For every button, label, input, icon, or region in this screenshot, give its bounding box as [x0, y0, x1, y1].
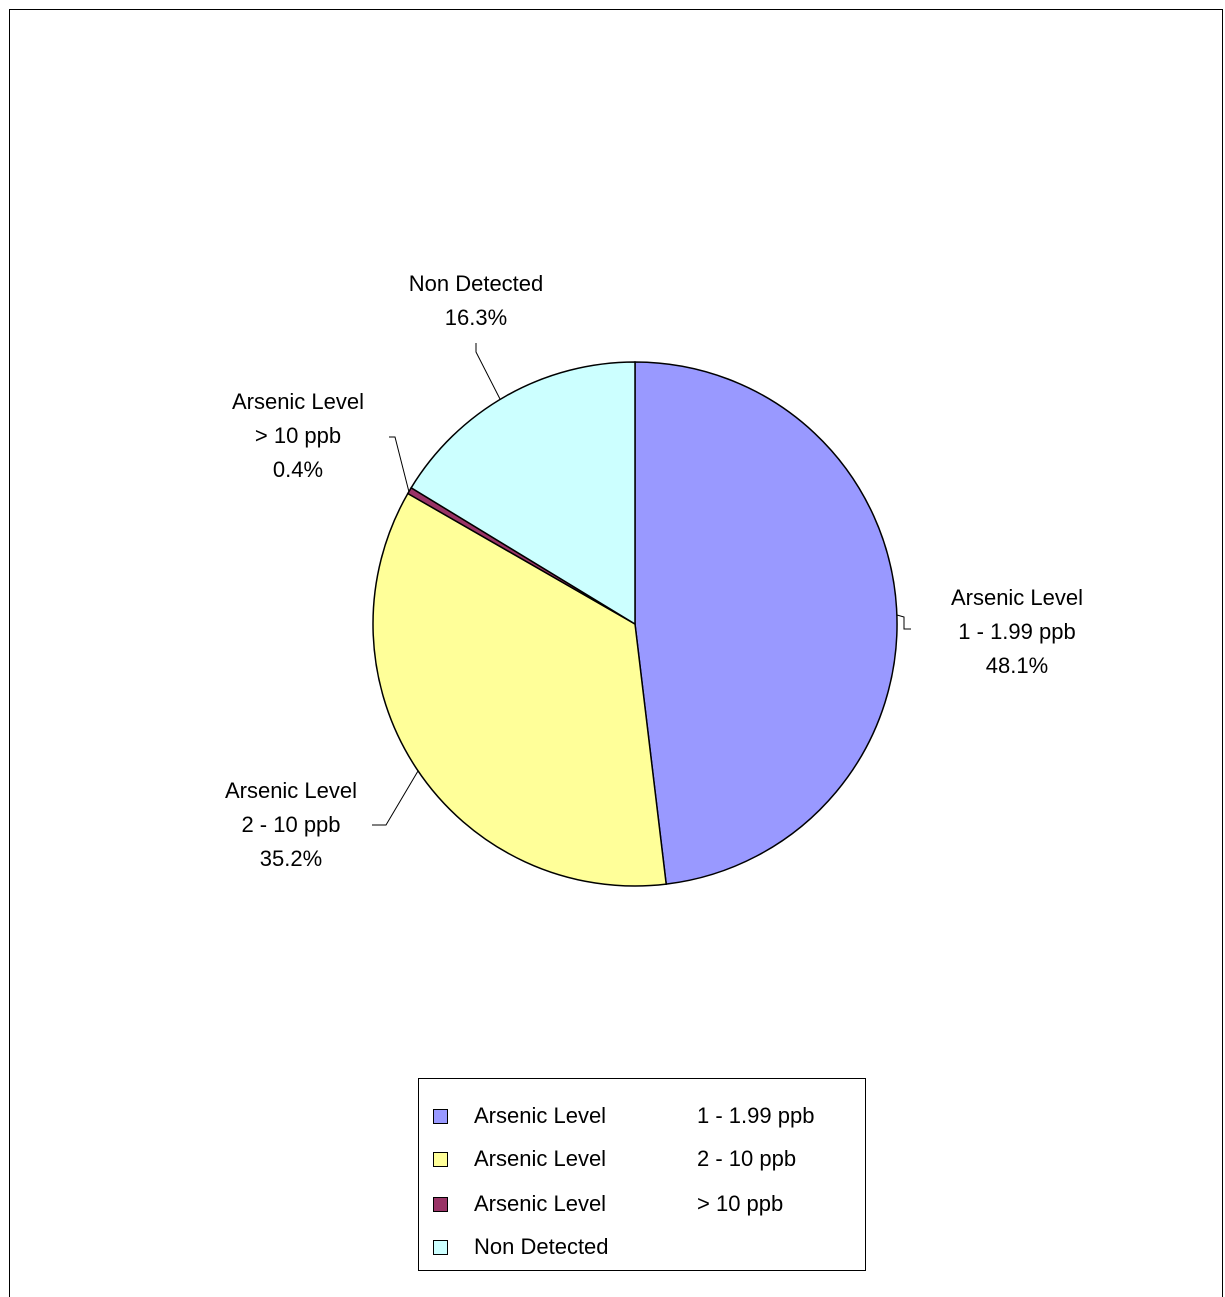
leader-line-3: [389, 436, 410, 493]
chart-frame: [9, 9, 1223, 1297]
legend-entry-name: Arsenic Level: [474, 1191, 607, 1216]
legend-swatch-icon: [433, 1239, 448, 1255]
legend-entry-range: > 10 ppb: [697, 1191, 784, 1216]
leader-line-1: [896, 614, 911, 630]
chart-legend: Arsenic Level 1 - 1.99 ppb Arsenic Level…: [418, 1078, 866, 1271]
pie-slice-1: [634, 361, 898, 885]
legend-swatch-icon: [433, 1196, 448, 1212]
pie-slice-2: [372, 492, 668, 887]
slice-label-4-percent: 16.3%: [445, 305, 507, 330]
slice-label-3-line1: Arsenic Level: [232, 389, 364, 414]
pie-slices: [372, 361, 898, 887]
legend-swatch-icon: [433, 1151, 448, 1167]
legend-entry-range: 2 - 10 ppb: [697, 1146, 797, 1171]
slice-label-2-percent: 35.2%: [260, 846, 322, 871]
legend-entry: Arsenic Level 1 - 1.99 ppb: [433, 1101, 853, 1131]
slice-label-3-line2: > 10 ppb: [255, 423, 341, 448]
legend-swatch-icon: [433, 1108, 448, 1124]
legend-entry-name: Arsenic Level: [474, 1146, 607, 1171]
slice-label-1-line1: Arsenic Level: [951, 585, 1083, 610]
slice-label-2-line2: 2 - 10 ppb: [241, 812, 340, 837]
legend-entry-name: Arsenic Level: [474, 1103, 607, 1128]
slice-label-2-line1: Arsenic Level: [225, 778, 357, 803]
slice-label-1-percent: 48.1%: [986, 653, 1048, 678]
slice-label-4-line1: Non Detected: [409, 271, 544, 296]
slice-label-1-line2: 1 - 1.99 ppb: [958, 619, 1075, 644]
leader-line-4: [475, 343, 501, 400]
legend-entry: Arsenic Level 2 - 10 ppb: [433, 1144, 853, 1174]
legend-entry: Non Detected: [433, 1232, 853, 1262]
legend-entry-range: 1 - 1.99 ppb: [697, 1103, 815, 1128]
pie-slice-4: [410, 361, 636, 626]
leader-lines: [372, 343, 911, 826]
legend-entry: Arsenic Level > 10 ppb: [433, 1189, 853, 1219]
slice-label-3-percent: 0.4%: [273, 457, 323, 482]
leader-line-2: [372, 770, 419, 826]
legend-entry-name: Non Detected: [474, 1234, 609, 1259]
